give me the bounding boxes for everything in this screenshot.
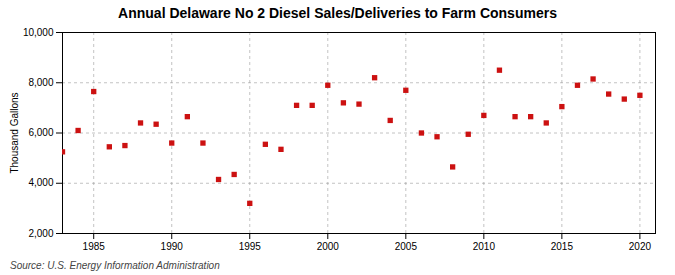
- svg-text:1995: 1995: [239, 241, 262, 252]
- svg-text:6,000: 6,000: [28, 127, 53, 138]
- svg-text:2000: 2000: [317, 241, 340, 252]
- html-text:Source: U.S. Energy Informatio: Source: U.S. Energy Information Administ…: [10, 260, 220, 271]
- svg-text:2,000: 2,000: [28, 228, 53, 239]
- svg-text:2010: 2010: [473, 241, 496, 252]
- svg-text:Thousand Gallons: Thousand Gallons: [9, 92, 20, 173]
- svg-text:2015: 2015: [551, 241, 574, 252]
- svg-text:8,000: 8,000: [28, 77, 53, 88]
- svg-text:1990: 1990: [161, 241, 184, 252]
- svg-text:1985: 1985: [83, 241, 106, 252]
- svg-text:10,000: 10,000: [23, 27, 54, 38]
- svg-text:2020: 2020: [629, 241, 652, 252]
- svg-text:4,000: 4,000: [28, 177, 53, 188]
- svg-text:2005: 2005: [395, 241, 418, 252]
- html-text:Annual Delaware No 2 Diesel Sa: Annual Delaware No 2 Diesel Sales/Delive…: [118, 5, 557, 21]
